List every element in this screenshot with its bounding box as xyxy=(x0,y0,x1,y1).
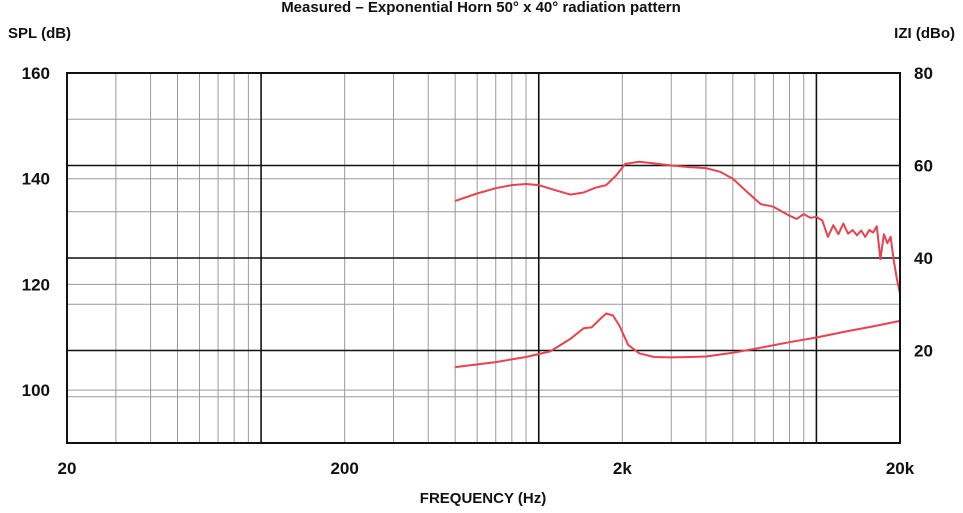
y-tick-label-left: 160 xyxy=(22,64,50,83)
x-tick-label: 20 xyxy=(58,459,77,478)
x-tick-label: 20k xyxy=(886,459,915,478)
spl-curve xyxy=(454,160,901,295)
x-axis-label: FREQUENCY (Hz) xyxy=(420,490,546,507)
plot-frame xyxy=(66,72,901,444)
x-tick-label: 200 xyxy=(330,459,358,478)
y-tick-label-left: 120 xyxy=(22,275,50,294)
x-tick-label: 2k xyxy=(613,459,632,478)
y-tick-label-right: 60 xyxy=(914,157,933,176)
y-tick-label-left: 140 xyxy=(22,170,50,189)
impedance-curve xyxy=(455,312,901,369)
y-tick-label-right: 20 xyxy=(914,342,933,361)
y-tick-label-left: 100 xyxy=(22,381,50,400)
y-axis-label-right: IZI (dBo) xyxy=(894,25,955,42)
chart-title: Measured – Exponential Horn 50° x 40° ra… xyxy=(281,0,681,16)
major-gridlines xyxy=(67,73,900,443)
y-tick-label-right: 80 xyxy=(914,64,933,83)
plot-lines xyxy=(454,160,901,369)
y-tick-label-right: 40 xyxy=(914,249,933,268)
tick-labels: 20 200 2k 20k 100 120 140 160 20 40 60 80 xyxy=(22,64,933,478)
y-axis-label-left: SPL (dB) xyxy=(8,25,71,42)
